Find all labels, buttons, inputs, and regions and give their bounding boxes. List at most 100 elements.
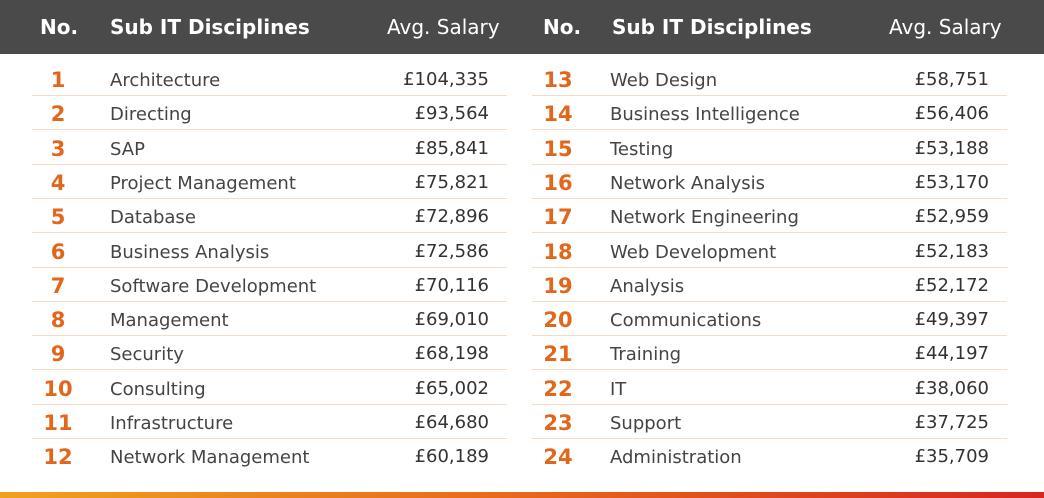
average-salary: £58,751 xyxy=(914,69,989,90)
discipline-name: Directing xyxy=(110,104,192,126)
table-row: 5 Database £72,896 xyxy=(32,199,507,234)
table-row: 4 Project Management £75,821 xyxy=(32,165,507,199)
row-separator xyxy=(532,335,1007,337)
table-header: No. Sub IT Disciplines Avg. Salary No. S… xyxy=(0,0,1044,54)
average-salary: £60,189 xyxy=(414,446,489,468)
table-row: 16 Network Analysis £53,170 xyxy=(532,165,1007,199)
rank-number: 22 xyxy=(543,376,573,401)
rank-number: 15 xyxy=(543,136,573,161)
header-no-left: No. xyxy=(40,15,79,39)
rank-number: 11 xyxy=(43,411,73,435)
rank-number: 21 xyxy=(543,342,573,367)
table-row: 14 Business Intelligence £56,406 xyxy=(532,96,1007,131)
average-salary: £68,198 xyxy=(414,343,489,365)
average-salary: £75,821 xyxy=(414,171,489,193)
row-separator xyxy=(532,300,1007,302)
row-separator xyxy=(532,266,1007,268)
average-salary: £53,170 xyxy=(914,171,989,193)
discipline-name: Infrastructure xyxy=(110,413,234,434)
row-separator xyxy=(532,403,1007,405)
table-row: 11 Infrastructure £64,680 xyxy=(32,405,507,439)
rank-number: 6 xyxy=(50,239,66,264)
table-row: 24 Administration £35,709 xyxy=(532,439,1007,473)
table-row: 23 Support £37,725 xyxy=(532,405,1007,439)
header-no-right: No. xyxy=(543,15,582,39)
rank-number: 3 xyxy=(50,136,66,161)
rank-number: 1 xyxy=(50,68,66,92)
header-salary-left: Avg. Salary xyxy=(387,15,500,39)
rank-number: 24 xyxy=(543,445,573,470)
rank-number: 12 xyxy=(43,445,73,470)
discipline-name: SAP xyxy=(110,138,145,160)
rank-number: 17 xyxy=(543,205,573,230)
header-salary-right: Avg. Salary xyxy=(889,15,1002,39)
table-row: 20 Communications £49,397 xyxy=(532,302,1007,337)
discipline-name: Business Analysis xyxy=(110,241,270,263)
average-salary: £35,709 xyxy=(914,446,989,468)
discipline-name: Database xyxy=(110,207,196,229)
row-separator xyxy=(532,163,1007,165)
table-row: 13 Web Design £58,751 xyxy=(532,62,1007,96)
discipline-name: Administration xyxy=(610,447,742,469)
row-separator xyxy=(532,438,1007,439)
row-separator xyxy=(532,197,1007,199)
table-row: 7 Software Development £70,116 xyxy=(32,268,507,302)
row-separator xyxy=(532,95,1007,96)
average-salary: £65,002 xyxy=(414,377,489,399)
discipline-name: Consulting xyxy=(110,378,206,400)
discipline-name: Communications xyxy=(610,310,762,332)
row-separator xyxy=(32,197,507,199)
rank-number: 9 xyxy=(50,342,66,367)
discipline-name: Support xyxy=(610,413,682,434)
header-discipline-right: Sub IT Disciplines xyxy=(612,15,812,39)
discipline-name: Analysis xyxy=(610,275,685,297)
discipline-name: Network Engineering xyxy=(610,207,799,229)
average-salary: £64,680 xyxy=(414,412,489,433)
rank-number: 8 xyxy=(50,308,66,333)
header-discipline-left: Sub IT Disciplines xyxy=(110,15,310,39)
discipline-name: Training xyxy=(610,344,682,366)
rank-number: 18 xyxy=(543,239,573,264)
average-salary: £52,959 xyxy=(914,206,989,228)
row-separator xyxy=(32,335,507,337)
rank-number: 4 xyxy=(50,170,66,195)
discipline-name: Testing xyxy=(610,138,674,160)
row-separator xyxy=(32,266,507,268)
row-separator xyxy=(32,369,507,371)
table-row: 12 Network Management £60,189 xyxy=(32,439,507,473)
table-row: 9 Security £68,198 xyxy=(32,336,507,371)
row-separator xyxy=(32,129,507,131)
discipline-name: Network Analysis xyxy=(610,172,766,194)
table-row: 10 Consulting £65,002 xyxy=(32,371,507,405)
table-row: 6 Business Analysis £72,586 xyxy=(32,234,507,268)
rank-number: 2 xyxy=(50,102,66,127)
average-salary: £72,586 xyxy=(414,240,489,262)
average-salary: £52,183 xyxy=(914,240,989,262)
average-salary: £104,335 xyxy=(403,69,489,90)
row-separator xyxy=(532,232,1007,234)
table-row: 19 Analysis £52,172 xyxy=(532,268,1007,302)
row-separator xyxy=(32,163,507,165)
bottom-gradient-bar xyxy=(0,492,1044,498)
rank-number: 5 xyxy=(50,205,66,230)
discipline-name: Web Development xyxy=(610,241,777,263)
average-salary: £49,397 xyxy=(914,309,989,331)
discipline-name: Security xyxy=(110,344,184,366)
rank-number: 7 xyxy=(50,273,66,298)
discipline-name: Network Management xyxy=(110,447,310,469)
discipline-name: Software Development xyxy=(110,275,317,297)
row-separator xyxy=(532,129,1007,131)
row-separator xyxy=(532,369,1007,371)
table-row: 2 Directing £93,564 xyxy=(32,96,507,131)
discipline-name: Architecture xyxy=(110,70,221,91)
average-salary: £52,172 xyxy=(914,274,989,296)
row-separator xyxy=(32,403,507,405)
rank-number: 23 xyxy=(543,411,573,435)
average-salary: £38,060 xyxy=(914,377,989,399)
table-row: 1 Architecture £104,335 xyxy=(32,62,507,96)
average-salary: £85,841 xyxy=(414,137,489,159)
table-row: 15 Testing £53,188 xyxy=(532,131,1007,165)
row-separator xyxy=(32,438,507,439)
average-salary: £37,725 xyxy=(914,412,989,433)
row-separator xyxy=(32,300,507,302)
